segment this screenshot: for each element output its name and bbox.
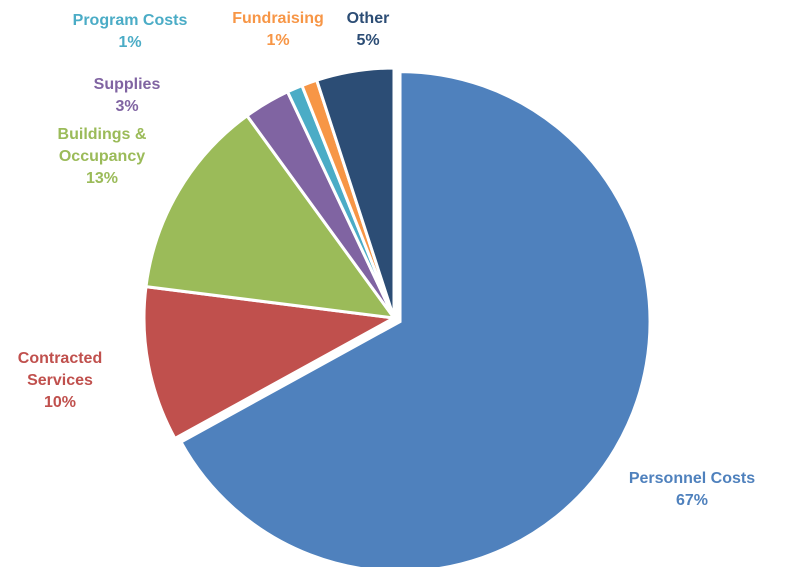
category-label: Buildings & Occupancy [57,126,147,165]
data-label: Contracted Services 10% [5,348,115,414]
category-label: Contracted Services [17,350,103,389]
value-label: 5% [356,32,380,49]
pie-slice [178,70,652,567]
category-label: Supplies [93,76,161,93]
pie-slice [142,284,399,441]
category-label: Program Costs [72,12,188,29]
value-label: 1% [266,32,290,49]
data-label: Program Costs 1% [55,10,205,54]
pie-slice [314,66,396,319]
value-label: 1% [118,34,142,51]
category-label: Other [346,10,390,27]
category-label: Personnel Costs [628,470,756,487]
data-label: Fundraising 1% [218,8,338,52]
value-label: 13% [85,170,119,187]
value-label: 10% [43,394,77,411]
value-label: 3% [115,98,139,115]
data-label: Supplies 3% [82,74,172,118]
value-label: 67% [675,492,709,509]
category-label: Fundraising [232,10,324,27]
data-label: Buildings & Occupancy 13% [42,124,162,190]
data-label: Other 5% [338,8,398,52]
data-label: Personnel Costs 67% [612,468,772,512]
pie-slice [144,113,398,320]
